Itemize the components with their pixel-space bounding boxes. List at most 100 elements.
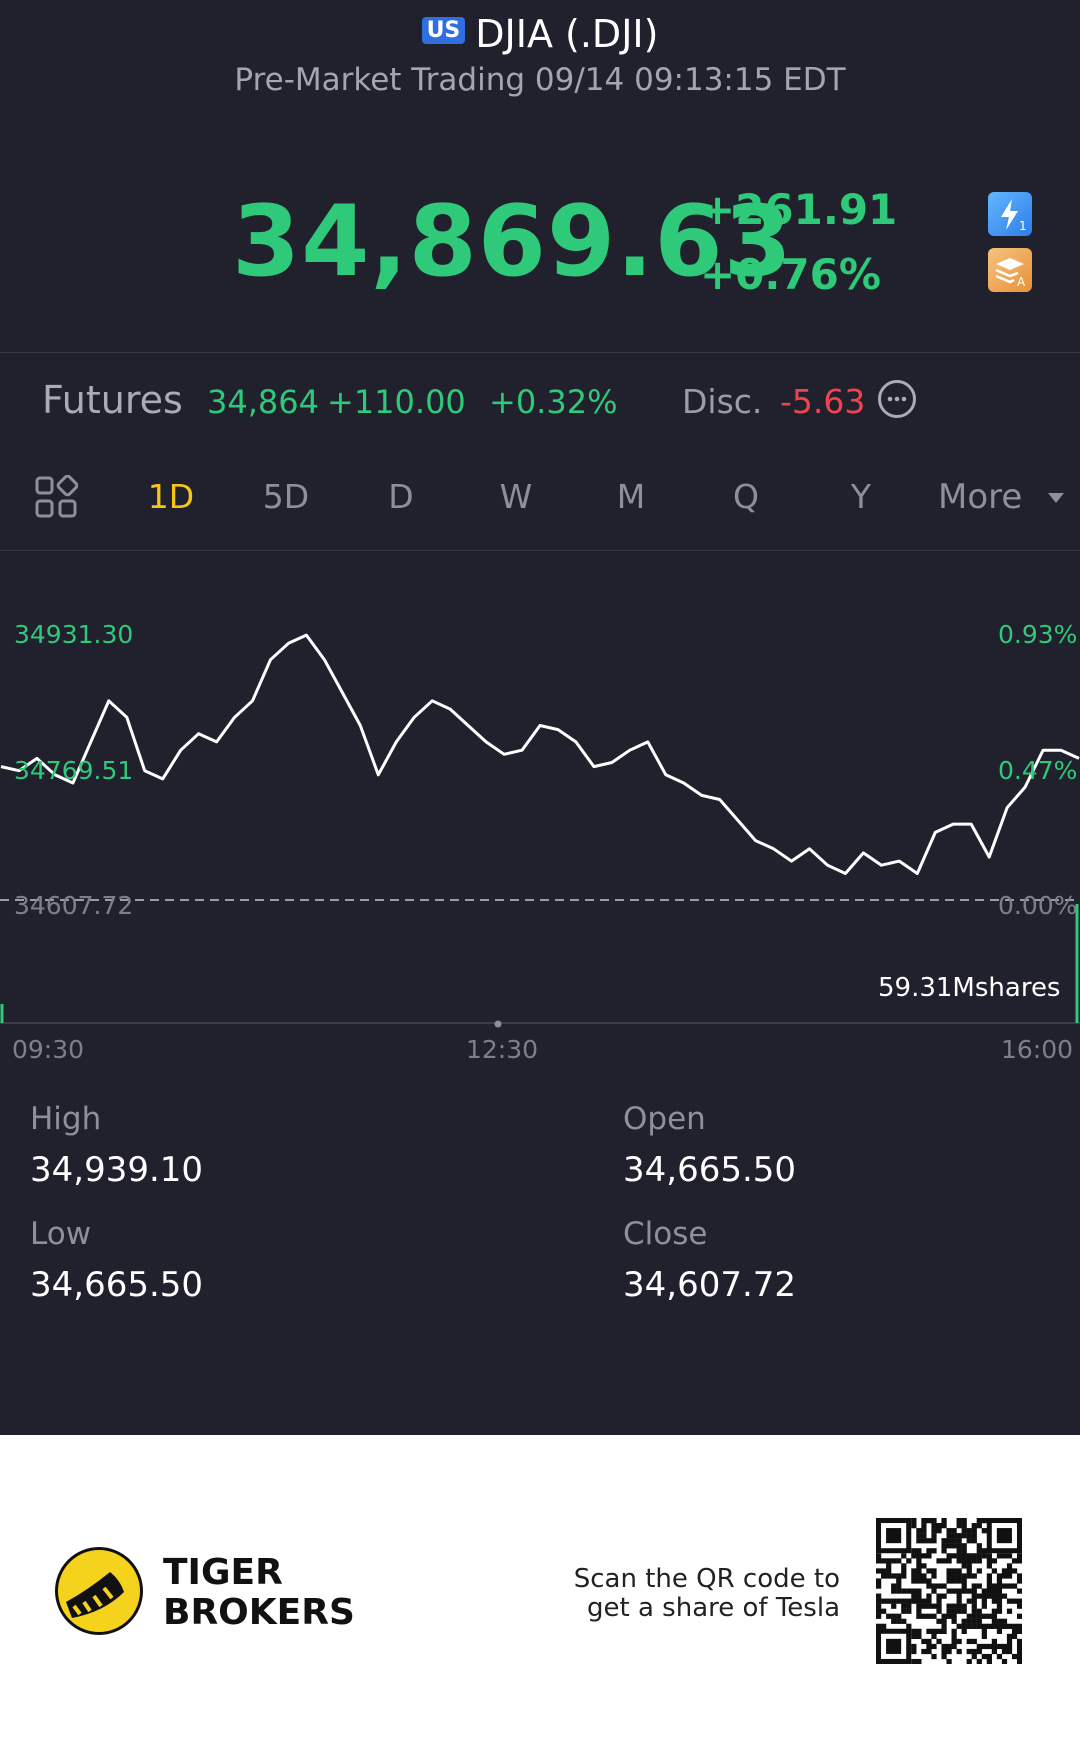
y-left-tick-base: 34607.72 [14, 891, 134, 920]
qr-module [986, 1563, 992, 1569]
qr-module [926, 1583, 932, 1589]
qr-module [996, 1573, 1003, 1579]
tab-w[interactable]: W [499, 477, 533, 516]
qr-module [931, 1613, 937, 1619]
qr-module [926, 1603, 932, 1609]
tab-5d[interactable]: 5D [262, 477, 310, 516]
qr-module [956, 1543, 962, 1549]
qr-module [926, 1598, 932, 1604]
qr-module [1016, 1598, 1022, 1604]
qr-module [951, 1538, 957, 1544]
analysis-layers-icon[interactable]: A [988, 248, 1032, 292]
qr-module [991, 1588, 998, 1594]
qr-module [991, 1593, 998, 1599]
qr-module [921, 1553, 927, 1559]
qr-module [931, 1528, 937, 1534]
qr-module [941, 1623, 947, 1629]
qr-module [1011, 1623, 1018, 1629]
qr-module [996, 1603, 1003, 1609]
tab-m[interactable]: M [616, 477, 646, 516]
chevron-down-icon[interactable] [1048, 493, 1064, 503]
qr-module [946, 1648, 952, 1655]
qr-module [951, 1643, 957, 1650]
qr-module [976, 1543, 982, 1549]
qr-module [911, 1648, 917, 1655]
qr-module [906, 1603, 912, 1609]
flash-trade-icon[interactable]: 1 [988, 192, 1032, 236]
market-status: Pre-Market Trading 09/14 09:13:15 EDT [234, 62, 846, 98]
qr-module [951, 1633, 957, 1640]
qr-module [941, 1613, 947, 1619]
qr-module [931, 1523, 937, 1529]
qr-module [1001, 1658, 1008, 1664]
qr-module [936, 1638, 942, 1645]
qr-module [1001, 1648, 1008, 1655]
qr-module [1016, 1573, 1022, 1579]
qr-module [906, 1598, 912, 1604]
qr-module [966, 1598, 972, 1604]
qr-module [901, 1618, 907, 1624]
qr-module [991, 1643, 998, 1650]
qr-module [996, 1583, 1003, 1589]
qr-module [916, 1533, 922, 1539]
tab-y[interactable]: Y [850, 477, 872, 516]
y-right-tick-high: 0.93% [998, 620, 1078, 649]
qr-module [976, 1643, 982, 1650]
tab-d[interactable]: D [388, 477, 414, 516]
qr-code[interactable] [876, 1518, 1022, 1664]
qr-module [941, 1548, 947, 1554]
qr-module [946, 1543, 952, 1549]
chart-layout-icon[interactable] [34, 474, 79, 519]
qr-module [966, 1648, 972, 1655]
qr-module [976, 1593, 982, 1599]
y-right-tick-mid: 0.47% [998, 756, 1078, 785]
tab-q[interactable]: Q [733, 477, 759, 516]
qr-module [1016, 1613, 1022, 1619]
qr-module [911, 1578, 917, 1584]
qr-module [1011, 1558, 1018, 1564]
qr-module [961, 1553, 967, 1559]
qr-module [876, 1603, 882, 1609]
qr-module [961, 1573, 967, 1579]
qr-finder [886, 1638, 902, 1654]
qr-module [971, 1588, 977, 1594]
tab-more[interactable]: More [938, 477, 1023, 517]
qr-module [956, 1593, 962, 1599]
qr-module [956, 1623, 962, 1629]
qr-module [911, 1553, 917, 1559]
qr-module [966, 1568, 972, 1574]
qr-module [981, 1633, 987, 1640]
qr-module [946, 1553, 952, 1559]
qr-module [1016, 1648, 1022, 1655]
qr-module [966, 1563, 972, 1569]
qr-module [981, 1598, 987, 1604]
qr-module [931, 1573, 937, 1579]
qr-module [886, 1613, 892, 1619]
qr-module [931, 1518, 937, 1524]
qr-module [881, 1623, 887, 1629]
qr-module [976, 1648, 982, 1655]
more-options-icon[interactable] [878, 380, 916, 418]
futures-change-pct: +0.32% [489, 383, 618, 421]
qr-module [961, 1528, 967, 1534]
qr-module [896, 1613, 902, 1619]
qr-module [956, 1638, 962, 1645]
qr-module [996, 1623, 1003, 1629]
intraday-chart[interactable] [0, 552, 1080, 1032]
qr-module [986, 1593, 992, 1599]
qr-module [936, 1618, 942, 1624]
y-left-tick-high: 34931.30 [14, 620, 134, 649]
qr-module [921, 1538, 927, 1544]
qr-module [1016, 1578, 1022, 1584]
qr-module [876, 1558, 882, 1564]
qr-module [951, 1613, 957, 1619]
qr-module [1006, 1568, 1013, 1574]
qr-module [951, 1578, 957, 1584]
qr-module [951, 1638, 957, 1645]
qr-caption-line1: Scan the QR code to [573, 1564, 840, 1594]
tab-1d[interactable]: 1D [147, 477, 195, 516]
futures-change: +110.00 [327, 383, 466, 421]
qr-module [941, 1538, 947, 1544]
qr-module [941, 1653, 947, 1660]
qr-module [1011, 1568, 1018, 1574]
